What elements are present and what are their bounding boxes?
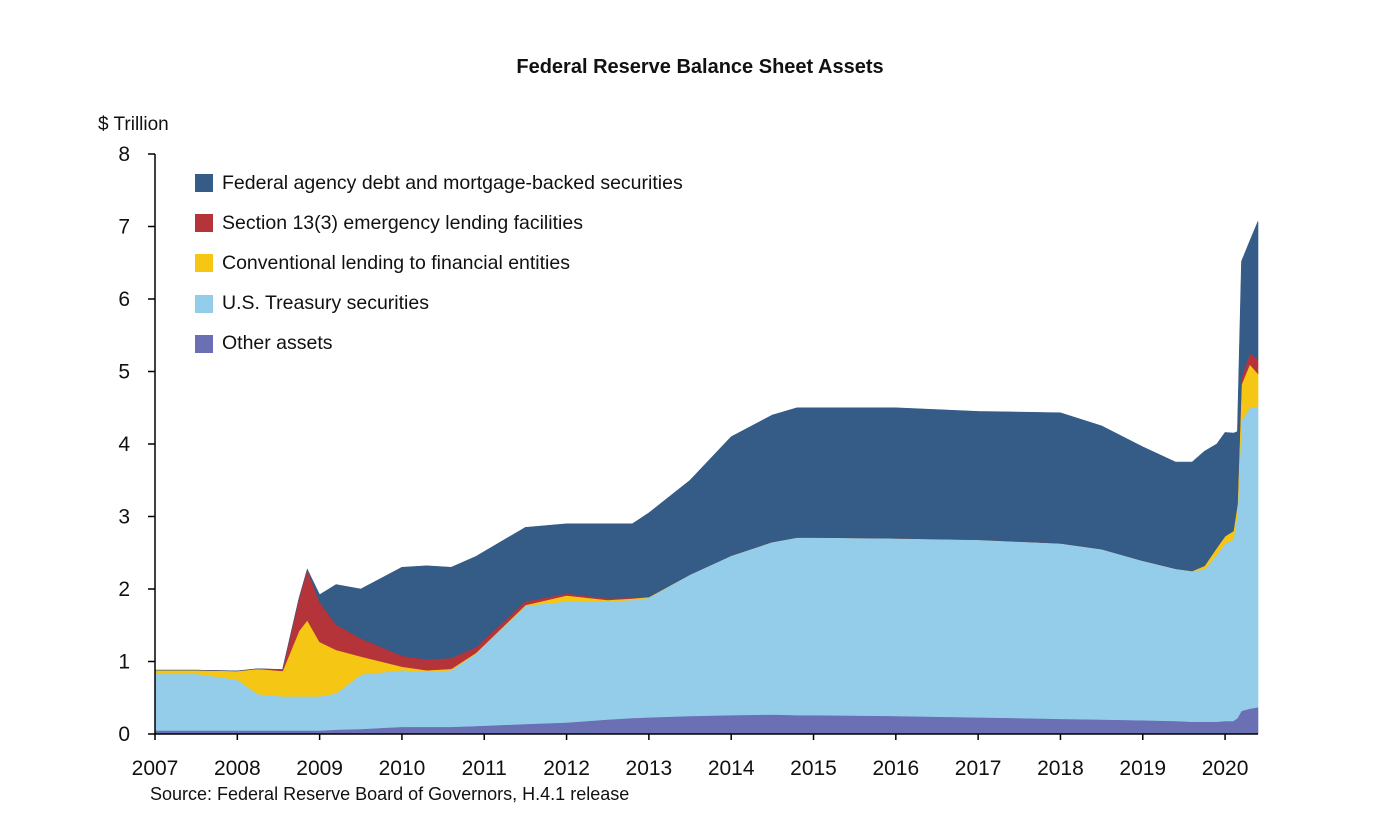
- y-axis-label: $ Trillion: [98, 114, 169, 135]
- y-tick-label: 6: [118, 288, 130, 311]
- x-tick-label: 2012: [543, 757, 590, 780]
- x-tick-label: 2020: [1202, 757, 1249, 780]
- legend-swatch: [195, 334, 213, 353]
- area-federal-agency-debt-and-mortgage-backed-securities: [155, 221, 1259, 672]
- legend-label: Other assets: [222, 332, 333, 355]
- legend-label: Section 13(3) emergency lending faciliti…: [222, 211, 583, 234]
- y-tick-label: 2: [118, 578, 130, 601]
- legend-item: Section 13(3) emergency lending faciliti…: [195, 203, 683, 243]
- legend-swatch: [195, 174, 213, 193]
- y-tick-label: 8: [118, 143, 130, 166]
- y-tick-label: 0: [118, 723, 130, 746]
- x-tick-label: 2016: [872, 757, 919, 780]
- legend-swatch: [195, 214, 213, 233]
- y-tick-label: 3: [118, 506, 130, 529]
- legend-label: U.S. Treasury securities: [222, 292, 429, 315]
- x-tick-label: 2008: [214, 757, 261, 780]
- legend-item: Conventional lending to financial entiti…: [195, 243, 683, 283]
- source-note: Source: Federal Reserve Board of Governo…: [150, 784, 630, 804]
- x-tick-label: 2015: [790, 757, 837, 780]
- legend-item: Other assets: [195, 324, 683, 364]
- y-tick-label: 1: [118, 651, 130, 674]
- legend-swatch: [195, 294, 213, 313]
- y-tick-label: 4: [118, 433, 130, 456]
- x-tick-label: 2013: [626, 757, 673, 780]
- legend-label: Conventional lending to financial entiti…: [222, 251, 570, 274]
- legend-item: U.S. Treasury securities: [195, 284, 683, 324]
- y-tick-label: 7: [118, 216, 130, 239]
- x-tick-label: 2007: [132, 757, 179, 780]
- legend-item: Federal agency debt and mortgage-backed …: [195, 163, 683, 203]
- x-tick-label: 2010: [379, 757, 426, 780]
- x-tick-label: 2017: [955, 757, 1002, 780]
- axes-group: 0 1 2 3 4 5 6 7 8 2007 2008 2009 2010 2011 2012 2013 201…: [118, 143, 1258, 780]
- chart-title: Federal Reserve Balance Sheet Assets: [516, 56, 884, 78]
- x-tick-label: 2009: [296, 757, 343, 780]
- x-tick-label: 2011: [462, 757, 507, 780]
- x-tick-label: 2014: [708, 757, 755, 780]
- x-tick-label: 2019: [1119, 757, 1166, 780]
- legend-swatch: [195, 254, 213, 273]
- legend: Federal agency debt and mortgage-backed …: [195, 163, 683, 364]
- y-tick-label: 5: [118, 361, 130, 384]
- x-tick-label: 2018: [1037, 757, 1084, 780]
- legend-label: Federal agency debt and mortgage-backed …: [222, 171, 683, 194]
